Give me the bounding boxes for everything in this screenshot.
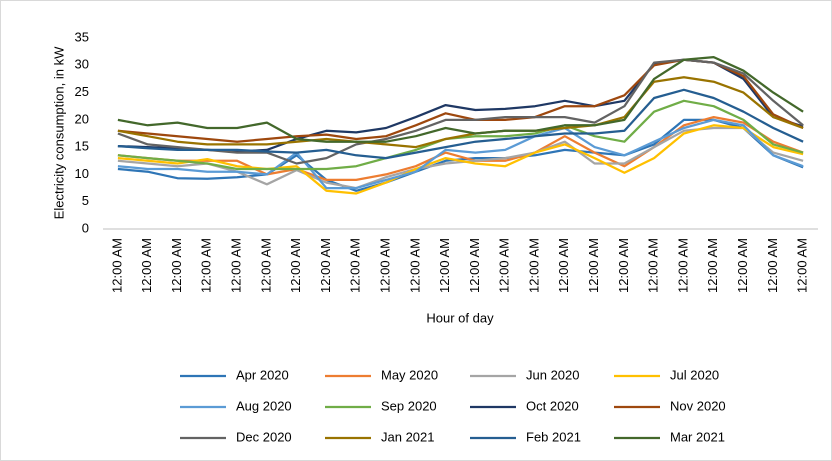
series-line [117,126,804,190]
legend-label: May 2020 [381,367,438,382]
y-tick-label: 35 [75,29,89,44]
x-tick-label: 12:00 AM [556,238,571,293]
series-line [117,118,804,192]
series-line [117,88,804,160]
y-tick-label: 20 [75,111,89,126]
x-tick-label: 12:00 AM [675,238,690,293]
y-tick-label: 5 [82,193,89,208]
legend-label: Sep 2020 [381,398,437,413]
series-line [117,118,804,190]
series-line [117,124,804,195]
y-tick-label: 0 [82,220,89,235]
x-axis-label: Hour of day [426,310,494,325]
x-tick-label: 12:00 AM [497,238,512,293]
x-tick-label: 12:00 AM [735,238,750,293]
x-tick-label: 12:00 AM [437,238,452,293]
legend-label: Oct 2020 [526,398,579,413]
series-line [117,76,804,149]
legend-label: Jul 2020 [670,367,719,382]
x-tick-label: 12:00 AM [348,238,363,293]
legend-label: Apr 2020 [236,367,289,382]
x-tick-label: 12:00 AM [169,238,184,293]
x-tick-label: 12:00 AM [526,238,541,293]
legend-label: Dec 2020 [236,429,292,444]
x-tick-label: 12:00 AM [467,238,482,293]
y-tick-label: 30 [75,57,89,72]
x-tick-label: 12:00 AM [407,238,422,293]
series-line [117,99,804,171]
x-tick-label: 12:00 AM [258,238,273,293]
x-tick-label: 12:00 AM [199,238,214,293]
x-tick-label: 12:00 AM [705,238,720,293]
x-tick-label: 12:00 AM [646,238,661,293]
legend-label: Mar 2021 [670,429,725,444]
legend-label: Feb 2021 [526,429,581,444]
x-tick-label: 12:00 AM [795,238,810,293]
x-tick-label: 12:00 AM [288,238,303,293]
y-tick-label: 10 [75,166,89,181]
x-tick-label: 12:00 AM [616,238,631,293]
y-tick-label: 25 [75,84,89,99]
legend-label: Jan 2021 [381,429,435,444]
legend-label: Nov 2020 [670,398,726,413]
x-tick-label: 12:00 AM [586,238,601,293]
x-tick-label: 12:00 AM [765,238,780,293]
series-line [117,115,804,182]
legend-label: Aug 2020 [236,398,292,413]
y-axis-label: Electricity consumption, in kW [51,46,66,219]
y-tick-label: 15 [75,139,89,154]
series-line [117,55,804,143]
x-tick-label: 12:00 AM [109,238,124,293]
x-tick-label: 12:00 AM [139,238,154,293]
x-tick-label: 12:00 AM [229,238,244,293]
x-tick-label: 12:00 AM [318,238,333,293]
x-tick-label: 12:00 AM [377,238,392,293]
legend-label: Jun 2020 [526,367,580,382]
